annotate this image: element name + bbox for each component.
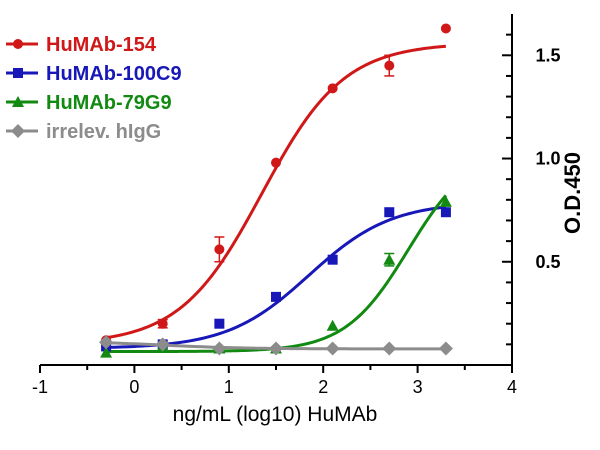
x-tick-label: 1 xyxy=(224,377,234,397)
data-point-diamond xyxy=(382,341,397,356)
data-point-circle xyxy=(214,244,225,255)
data-point-diamond xyxy=(155,337,170,352)
data-point-diamond xyxy=(212,341,227,356)
y-tick-label: 1.5 xyxy=(535,45,560,65)
data-point-circle xyxy=(384,60,395,71)
data-point-square xyxy=(327,254,338,265)
data-point-square xyxy=(271,291,281,302)
axes: -1 0 1 2 3 4 0.5 1.0 1.5 xyxy=(32,14,561,397)
data-point-square xyxy=(214,318,225,329)
fit-curve xyxy=(106,205,447,349)
data-point-circle xyxy=(13,39,23,49)
y-axis-title: O.D.450 xyxy=(560,152,585,234)
data-point-triangle xyxy=(12,96,24,107)
data-point-square xyxy=(440,207,451,218)
data-point-diamond xyxy=(438,341,453,356)
data-point-triangle xyxy=(326,319,339,331)
legend: HuMAb-154 HuMAb-100C9 HuMAb-79G9 irrelev. h… xyxy=(6,34,182,143)
data-point-triangle xyxy=(439,195,452,207)
data-point-triangle xyxy=(100,346,113,358)
legend-label: HuMAb-154 xyxy=(46,34,157,56)
x-tick-label: -1 xyxy=(32,377,48,397)
data-point-circle xyxy=(157,318,168,329)
data-point-diamond xyxy=(99,335,114,350)
y-tick-label: 0.5 xyxy=(535,252,560,272)
data-point-square xyxy=(13,68,23,78)
data-point-diamond xyxy=(11,124,25,138)
data-point-diamond xyxy=(325,341,340,356)
legend-label: HuMAb-100C9 xyxy=(46,63,182,85)
x-tick-label: 4 xyxy=(507,377,517,397)
data-point-circle xyxy=(440,23,451,34)
x-tick-label: 3 xyxy=(413,377,423,397)
x-tick-label: 2 xyxy=(318,377,328,397)
legend-label: irrelev. hIgG xyxy=(46,121,161,143)
data-point-diamond xyxy=(269,341,283,356)
data-point-triangle xyxy=(383,253,396,265)
x-tick-label: 0 xyxy=(129,377,139,397)
x-axis-title: ng/mL (log10) HuMAb xyxy=(173,403,378,426)
data-point-square xyxy=(384,207,395,218)
legend-label: HuMAb-79G9 xyxy=(46,92,172,114)
data-points xyxy=(99,23,453,358)
data-point-circle xyxy=(271,157,281,168)
data-point-circle xyxy=(327,83,338,94)
y-tick-label: 1.0 xyxy=(535,149,560,169)
